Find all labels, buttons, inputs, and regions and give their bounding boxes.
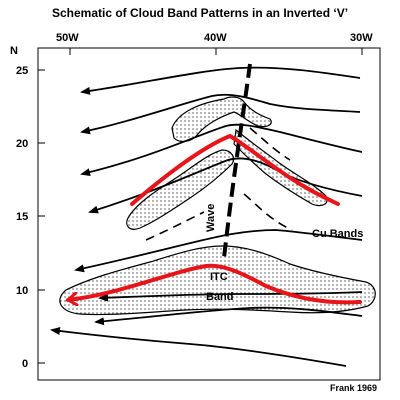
plot-frame — [37, 47, 381, 381]
wave-axis — [222, 63, 252, 259]
left-tick-15: 15 — [16, 211, 28, 223]
top-tick-50w: 50W — [56, 32, 79, 44]
left-axis-unit: N — [10, 45, 18, 57]
upper-cloud-band-right — [233, 128, 328, 207]
flow-line-8 — [50, 327, 347, 367]
flow-line-2 — [80, 93, 361, 135]
flow-line-1 — [80, 66, 361, 95]
dashed-line-right-lower — [243, 193, 293, 231]
flow-line-4 — [88, 157, 363, 214]
flow-line-7 — [94, 306, 363, 326]
diagram-title: Schematic of Cloud Band Patterns in an I… — [51, 6, 349, 20]
source-credit: Frank 1969 — [330, 383, 378, 393]
left-axis-ticks — [38, 69, 45, 364]
dashed-line-left — [145, 211, 205, 241]
flow-line-5 — [74, 229, 363, 273]
band-label: Band — [206, 291, 234, 303]
top-tick-40w: 40W — [204, 32, 227, 44]
cu-bands-label: Cu Bands — [312, 228, 363, 240]
middle-cloud-band — [126, 149, 235, 230]
itc-label: ITC — [210, 271, 228, 283]
red-upper-v — [130, 133, 340, 206]
left-tick-10: 10 — [16, 285, 28, 297]
dashed-line-right-upper — [249, 127, 291, 161]
left-tick-20: 20 — [16, 138, 28, 150]
dashed-lines — [145, 127, 293, 241]
top-axis-ticks — [69, 48, 363, 55]
left-tick-0: 0 — [22, 358, 28, 370]
wave-label: Wave — [205, 204, 217, 232]
top-tick-30w: 30W — [350, 32, 373, 44]
red-lines — [68, 133, 362, 303]
flow-line-6 — [98, 291, 363, 302]
upper-cloud-band — [171, 96, 272, 143]
red-itc-line — [68, 263, 362, 303]
left-tick-25: 25 — [16, 65, 28, 77]
